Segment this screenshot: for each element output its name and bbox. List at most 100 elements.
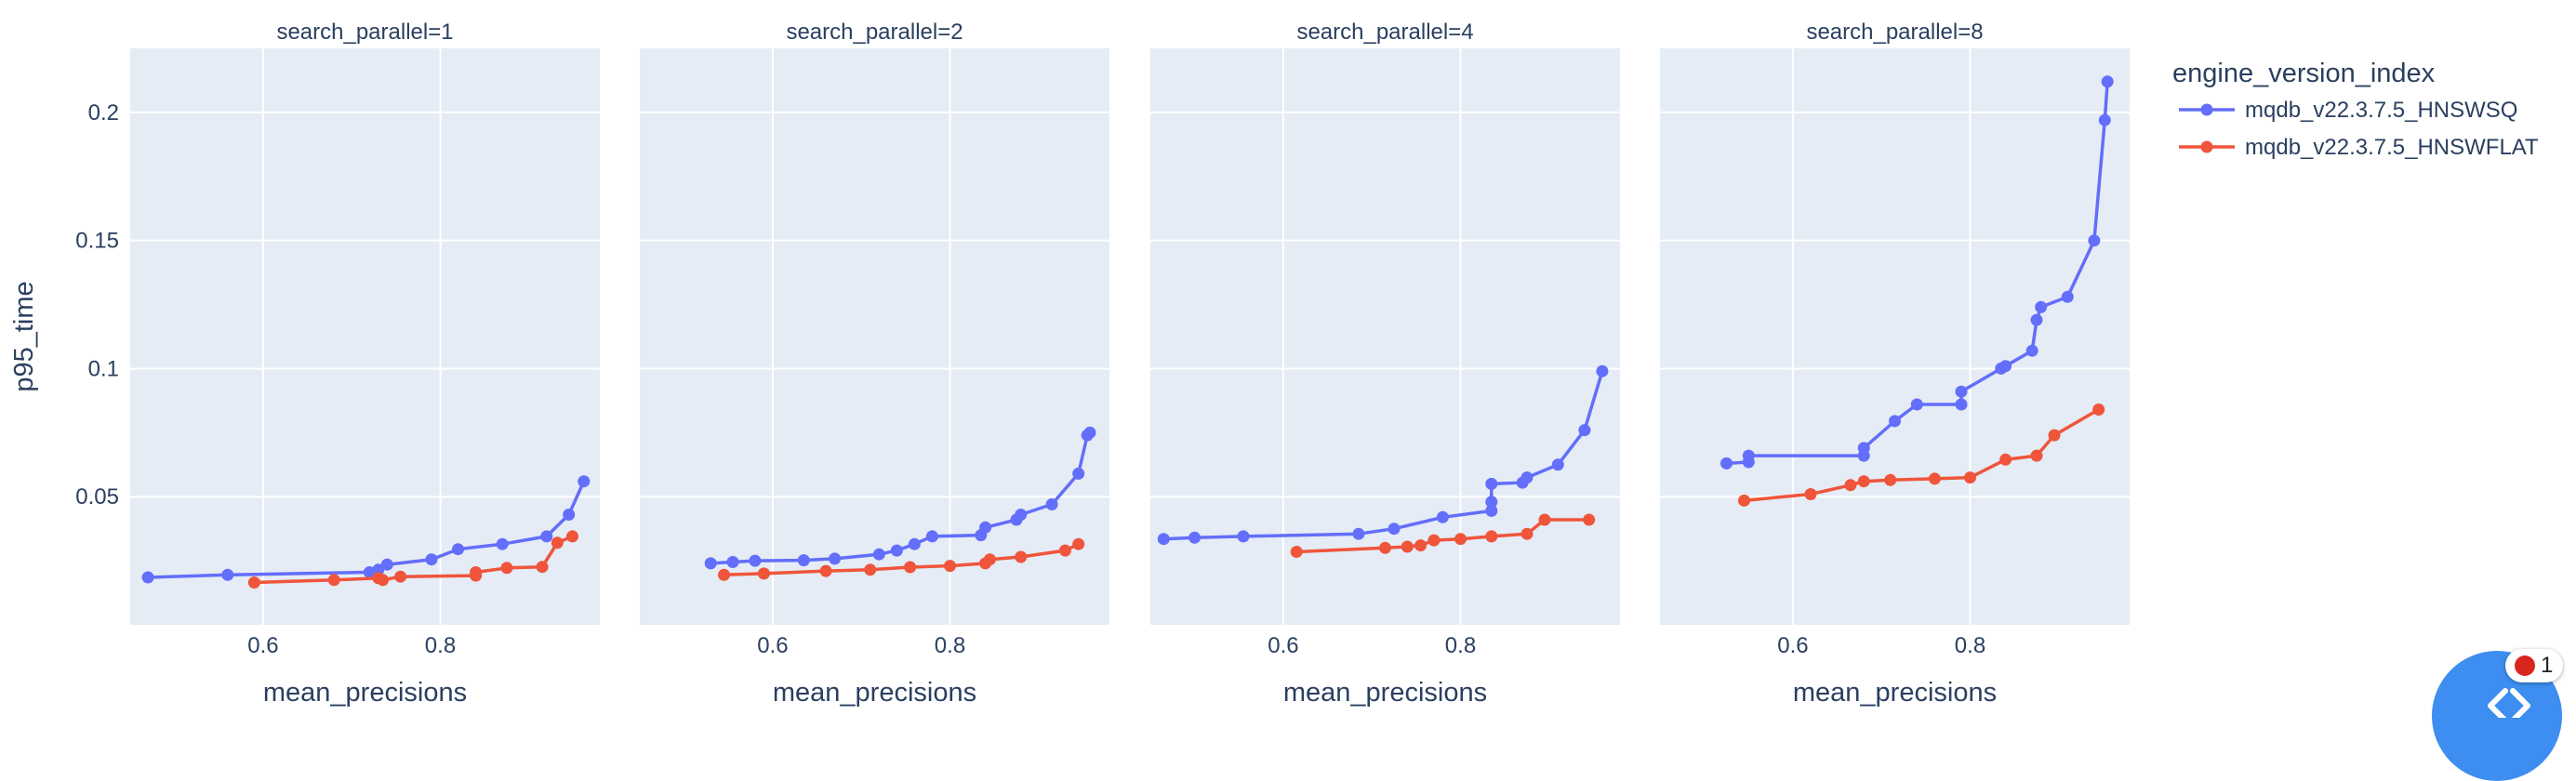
- data-point: [1596, 364, 1609, 377]
- data-point: [377, 574, 390, 587]
- data-point: [1884, 473, 1897, 486]
- facet-panel-3: search_parallel=4 0.6 0.8 mean_precisions: [1150, 20, 1620, 708]
- data-point: [2025, 344, 2038, 357]
- data-point: [141, 571, 154, 584]
- data-point: [797, 554, 810, 567]
- legend-swatch-marker: [2200, 140, 2213, 153]
- x-axis-label: mean_precisions: [1283, 678, 1487, 708]
- data-point: [1072, 537, 1085, 550]
- data-point: [1485, 496, 1498, 509]
- x-tick-label: 0.8: [935, 633, 965, 658]
- data-point: [1352, 527, 1365, 540]
- data-point: [1388, 523, 1401, 536]
- data-point: [872, 548, 885, 561]
- data-point: [1237, 530, 1250, 543]
- faceted-line-chart: search_parallel=1 0.6 0.8 mean_precisions 0.…: [9, 20, 2539, 708]
- data-point: [2098, 113, 2111, 126]
- data-point: [380, 558, 393, 571]
- facet-panel-1: search_parallel=1 0.6 0.8 mean_precisions 0.…: [75, 20, 600, 708]
- data-point: [904, 561, 917, 574]
- data-point: [1889, 415, 1901, 428]
- data-point: [2061, 290, 2074, 303]
- data-point: [983, 553, 996, 566]
- x-tick-label: 0.8: [425, 633, 456, 658]
- data-point: [1844, 479, 1857, 492]
- data-point: [1720, 457, 1733, 470]
- x-axis-label: mean_precisions: [263, 678, 467, 708]
- data-point: [718, 568, 730, 581]
- notification-badge[interactable]: 1: [2505, 649, 2563, 682]
- data-point: [1551, 458, 1564, 471]
- data-point: [757, 567, 770, 580]
- x-tick-label: 0.6: [757, 633, 788, 658]
- data-point: [864, 563, 877, 576]
- data-point: [2048, 429, 2061, 442]
- data-point: [1910, 398, 1923, 411]
- data-point: [1583, 513, 1596, 526]
- data-point: [979, 521, 992, 534]
- data-point: [749, 554, 762, 567]
- data-point: [1058, 544, 1071, 557]
- data-point: [500, 562, 513, 575]
- notification-count: 1: [2541, 653, 2554, 678]
- data-point: [1290, 546, 1303, 558]
- y-tick-label: 0.15: [75, 229, 119, 254]
- data-point: [2030, 313, 2043, 326]
- data-point: [1485, 477, 1498, 490]
- legend-label: mqdb_v22.3.7.5_HNSWSQ: [2245, 98, 2517, 123]
- x-tick-label: 0.6: [1268, 633, 1298, 658]
- data-point: [1083, 426, 1096, 439]
- data-point: [1045, 498, 1058, 510]
- facet-title: search_parallel=1: [276, 20, 453, 45]
- data-point: [2101, 75, 2114, 88]
- data-point: [327, 574, 340, 587]
- data-point: [1738, 494, 1750, 507]
- y-tick-label: 0.05: [75, 484, 119, 510]
- facet-panel-4: search_parallel=8 0.6 0.8 mean_precisions: [1660, 20, 2130, 708]
- data-point: [1072, 467, 1085, 480]
- data-point: [944, 560, 956, 573]
- data-point: [1742, 449, 1755, 462]
- code-chevrons-icon: [2488, 688, 2530, 718]
- data-point: [829, 552, 842, 565]
- data-point: [1454, 533, 1467, 546]
- data-point: [1857, 442, 1870, 455]
- x-axis-label: mean_precisions: [773, 678, 976, 708]
- data-point: [1188, 531, 1202, 544]
- data-point: [536, 561, 549, 574]
- data-point: [1379, 541, 1391, 554]
- y-tick-label: 0.2: [88, 100, 119, 126]
- x-tick-label: 0.6: [1777, 633, 1808, 658]
- legend: engine_version_index mqdb_v22.3.7.5_HNSWS…: [2172, 59, 2539, 160]
- legend-item: mqdb_v22.3.7.5_HNSWSQ: [2179, 98, 2517, 123]
- data-point: [704, 557, 717, 570]
- data-point: [1999, 360, 2012, 373]
- facet-title: search_parallel=8: [1806, 20, 1983, 45]
- data-point: [908, 537, 921, 550]
- error-dot-icon: [2515, 655, 2535, 676]
- data-point: [1804, 488, 1817, 500]
- data-point: [1857, 475, 1870, 488]
- data-point: [1015, 550, 1028, 563]
- x-tick-label: 0.6: [247, 633, 278, 658]
- data-point: [2092, 404, 2105, 416]
- data-point: [1015, 509, 1028, 521]
- legend-item: mqdb_v22.3.7.5_HNSWFLAT: [2179, 135, 2539, 160]
- data-point: [551, 536, 564, 549]
- series-line: [1296, 518, 1589, 554]
- legend-swatch-marker: [2200, 103, 2213, 116]
- plot-area: [640, 48, 1109, 625]
- data-point: [1928, 472, 1941, 485]
- legend-label: mqdb_v22.3.7.5_HNSWFLAT: [2245, 135, 2539, 160]
- facet-title: search_parallel=2: [786, 20, 963, 45]
- data-point: [1427, 534, 1441, 547]
- data-point: [563, 509, 576, 521]
- data-point: [1157, 533, 1170, 546]
- data-point: [1964, 471, 1976, 484]
- facet-panel-2: search_parallel=2 0.6 0.8 mean_precisions: [640, 20, 1109, 708]
- data-point: [578, 475, 591, 488]
- data-point: [2088, 234, 2101, 247]
- data-point: [2035, 300, 2048, 313]
- data-point: [726, 556, 739, 568]
- legend-title: engine_version_index: [2172, 59, 2436, 88]
